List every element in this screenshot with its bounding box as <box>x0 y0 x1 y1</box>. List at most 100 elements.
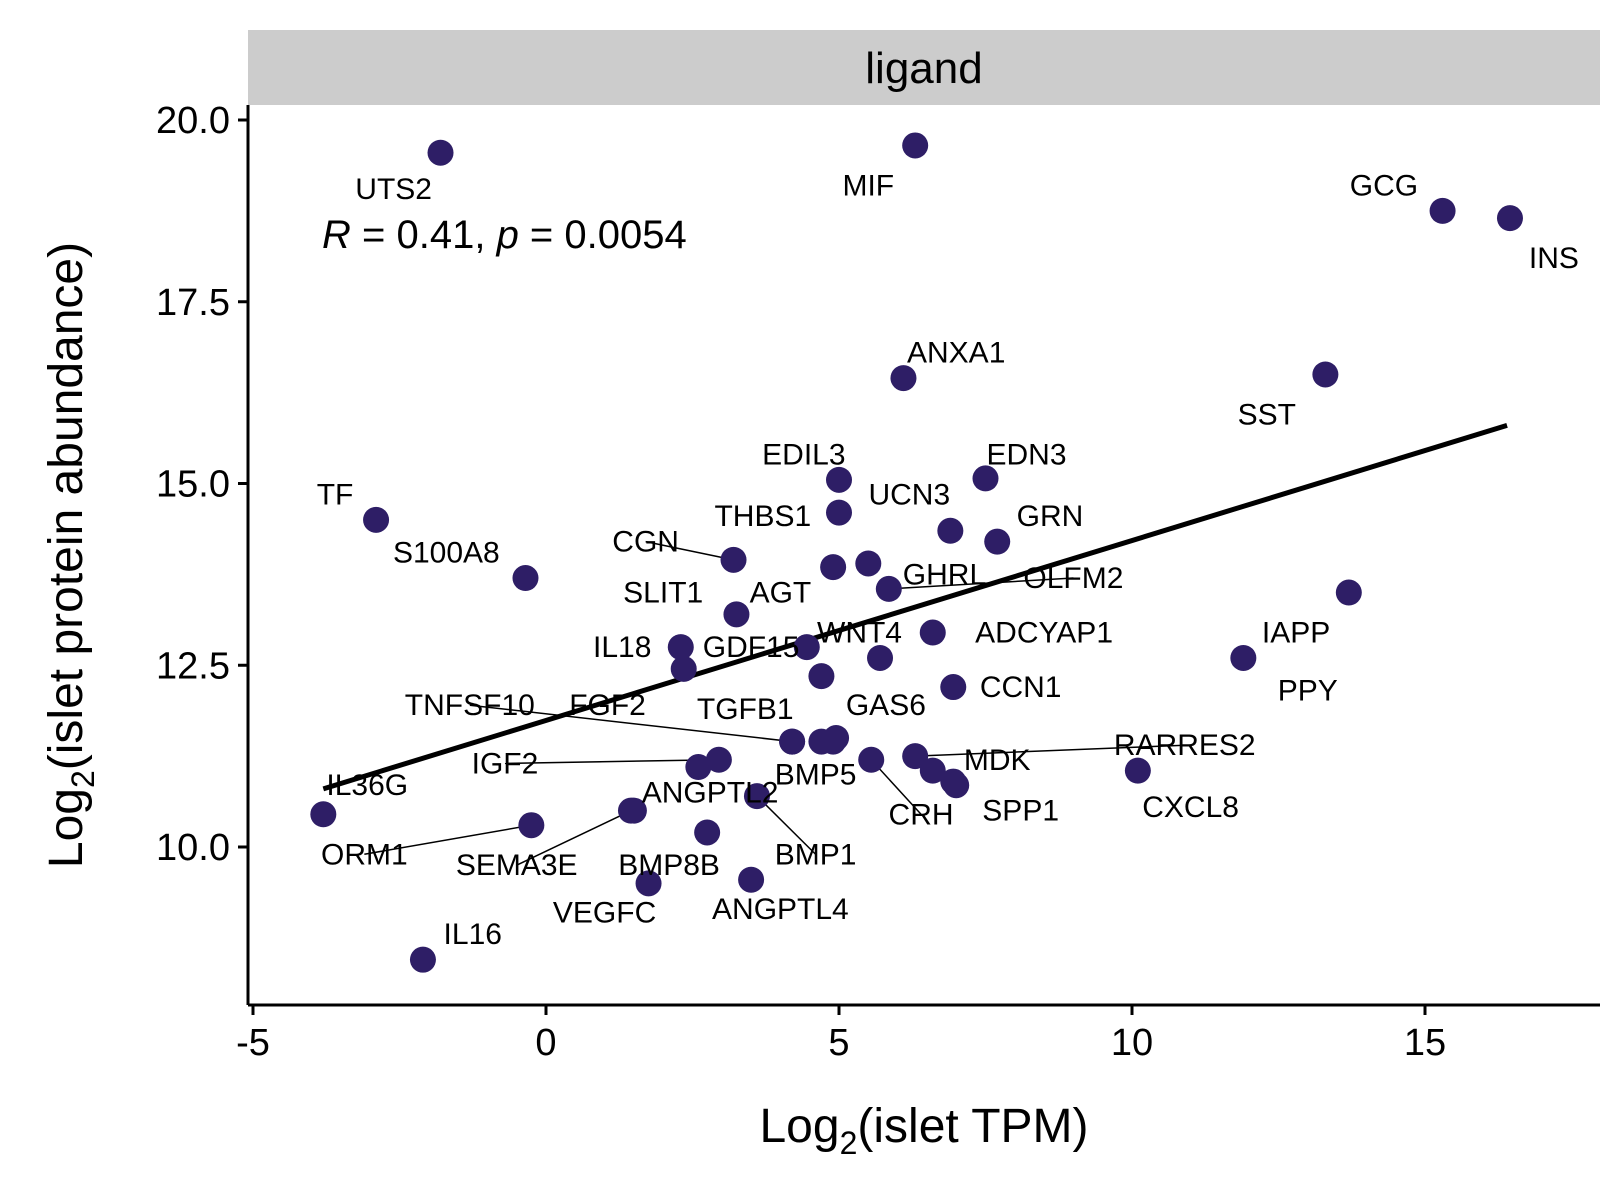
label-ucn3: UCN3 <box>868 478 950 511</box>
label-iapp: IAPP <box>1262 617 1330 650</box>
label-crh: CRH <box>889 798 954 831</box>
point-edn3 <box>972 465 999 492</box>
label-angptl2: ANGPTL2 <box>642 776 779 809</box>
leader-olfm2 <box>888 577 1074 590</box>
facet-strip <box>248 30 1600 105</box>
point-ins <box>1496 205 1523 232</box>
label-edil3: EDIL3 <box>762 438 845 471</box>
leader-rarres2 <box>915 744 1185 757</box>
label-rarres2: RARRES2 <box>1114 729 1256 762</box>
point-spp1 <box>943 772 970 799</box>
y-axis-title-prefix: Log <box>40 788 93 868</box>
p-symbol: p <box>496 213 519 257</box>
leader-igf2 <box>504 759 719 765</box>
r-symbol: R <box>322 213 351 257</box>
x-axis-title-prefix: Log <box>759 1100 839 1153</box>
y-axis-title-subscript: 2 <box>65 770 101 788</box>
point-ppy <box>1230 644 1257 671</box>
p-value: = 0.0054 <box>519 213 687 257</box>
point-labels: UTS2 MIF GCG INS ANXA1 SST EDIL3 EDN3 TF UCN3 THBS… <box>317 169 1579 951</box>
axes: -5 0 5 10 15 10.0 12.5 15.0 17.5 20.0 <box>156 100 1600 1064</box>
leader-cgn <box>645 540 734 561</box>
point-tf <box>363 506 390 533</box>
point-sst <box>1312 361 1339 388</box>
x-tick-label: -5 <box>236 1022 270 1064</box>
label-uts2: UTS2 <box>355 173 432 206</box>
point-il18 <box>667 634 694 661</box>
leader-orm1 <box>364 824 532 856</box>
x-tick-label: 10 <box>1111 1022 1153 1064</box>
point-iapp <box>1335 579 1362 606</box>
point-mdk <box>919 757 946 784</box>
label-cxcl8: CXCL8 <box>1142 791 1239 824</box>
point-crh <box>858 746 885 773</box>
x-tick-label: 15 <box>1404 1022 1446 1064</box>
regression-layer <box>322 422 1508 792</box>
label-angptl4: ANGPTL4 <box>712 893 849 926</box>
regression-line <box>322 422 1508 792</box>
y-tick-label: 12.5 <box>156 645 230 687</box>
point-agt <box>820 554 847 581</box>
leader-bmp1 <box>756 795 817 855</box>
leader-tnfsf10 <box>469 704 793 743</box>
y-axis-title-suffix: (islet protein abundance) <box>40 242 93 770</box>
leader-sema3e <box>516 809 632 866</box>
label-s100a8: S100A8 <box>393 537 500 570</box>
point-edil3 <box>826 466 852 493</box>
label-edn3: EDN3 <box>987 438 1067 471</box>
label-bmp8b: BMP8B <box>618 849 720 882</box>
point-ucn3 <box>826 499 852 526</box>
point-angptl4 <box>738 866 765 893</box>
label-bmp1: BMP1 <box>775 838 857 871</box>
point-anxa1 <box>890 365 917 392</box>
label-mdk: MDK <box>964 744 1031 777</box>
x-tick-label: 0 <box>535 1022 556 1064</box>
y-tick-label: 17.5 <box>156 282 230 324</box>
label-orm1: ORM1 <box>321 838 408 871</box>
point-ccn1 <box>940 674 967 701</box>
label-anxa1: ANXA1 <box>907 337 1005 370</box>
label-ins: INS <box>1529 242 1579 275</box>
leader-lines <box>364 540 1185 866</box>
label-ppy: PPY <box>1278 675 1338 708</box>
correlation-annotation: R = 0.41, p = 0.0054 <box>322 213 687 257</box>
label-gcg: GCG <box>1350 169 1418 202</box>
point-s100a8 <box>512 565 539 592</box>
label-sst: SST <box>1238 398 1296 431</box>
point-gcg <box>1429 197 1456 224</box>
point-bmp5 <box>820 728 847 755</box>
label-wnt4: WNT4 <box>817 617 902 650</box>
y-tick-label: 20.0 <box>156 100 230 142</box>
label-agt: AGT <box>750 577 812 610</box>
label-slit1: SLIT1 <box>623 577 703 610</box>
label-adcyap1: ADCYAP1 <box>975 617 1113 650</box>
label-grn: GRN <box>1017 500 1084 533</box>
label-olfm2: OLFM2 <box>1023 562 1123 595</box>
point-rarres2 <box>902 743 929 770</box>
point-unlabeled <box>685 754 712 781</box>
point-fgf2 <box>779 728 806 755</box>
x-axis-title: Log2(islet TPM) <box>759 1100 1088 1161</box>
point-gdf15 <box>793 634 820 661</box>
plot-area: UTS2 MIF GCG INS ANXA1 SST EDIL3 EDN3 TF UCN3 THBS… <box>310 132 1579 973</box>
label-ccn1: CCN1 <box>980 671 1062 704</box>
x-tick-label: 5 <box>828 1022 849 1064</box>
x-axis-title-suffix: (islet TPM) <box>857 1100 1088 1153</box>
facet-strip-label: ligand <box>865 44 982 93</box>
label-spp1: SPP1 <box>982 795 1059 828</box>
point-adcyap1 <box>919 619 946 646</box>
point-wnt4 <box>867 644 894 671</box>
point-orm1 <box>518 812 545 839</box>
y-axis-title: Log2(islet protein abundance) <box>40 242 101 868</box>
label-bmp5: BMP5 <box>775 758 857 791</box>
label-vegfc: VEGFC <box>553 896 656 929</box>
point-slit1 <box>723 601 750 628</box>
point-ghrl <box>855 550 882 577</box>
x-axis-title-subscript: 2 <box>840 1125 858 1161</box>
y-tick-label: 15.0 <box>156 464 230 506</box>
point-cxcl8 <box>1124 757 1151 784</box>
label-il16: IL16 <box>444 918 502 951</box>
point-bmp8b <box>694 819 721 846</box>
point-olfm2 <box>875 575 902 602</box>
